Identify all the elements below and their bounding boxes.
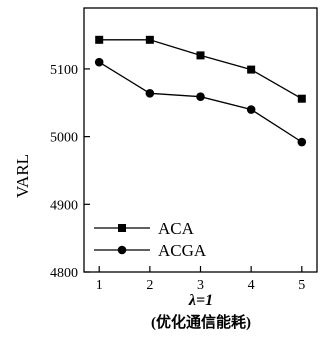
data-point-aca: [95, 35, 104, 44]
data-point-acga: [94, 57, 104, 67]
data-point-aca: [145, 35, 154, 44]
data-point-aca: [247, 65, 256, 74]
x-axis-ticks: 1 2 3 4 5: [96, 266, 305, 293]
x-tick-label: 4: [248, 278, 255, 293]
series-layer: [94, 35, 307, 147]
legend-marker-aca: [118, 224, 126, 232]
data-point-aca: [297, 94, 306, 103]
plot-frame: [83, 7, 318, 273]
data-point-acga: [145, 88, 155, 98]
legend-label-aca: ACA: [158, 219, 195, 238]
y-tick-label: 4900: [50, 198, 78, 213]
legend-marker-acga: [117, 245, 127, 255]
x-axis-sublabel: (优化通信能耗): [151, 313, 251, 331]
y-axis-label: VARL: [13, 154, 32, 198]
legend: ACA ACGA: [94, 219, 207, 260]
x-tick-label: 5: [298, 278, 305, 293]
data-point-acga: [246, 105, 256, 114]
y-tick-label: 5100: [50, 63, 78, 78]
x-tick-label: 2: [146, 278, 153, 293]
legend-label-acga: ACGA: [158, 241, 207, 260]
series-line-acga: [98, 61, 303, 143]
series-line-aca: [99, 39, 303, 100]
x-tick-label: 1: [96, 278, 103, 293]
y-tick-label: 5000: [50, 131, 78, 146]
y-axis-ticks: 4800 4900 5000 5100: [50, 63, 90, 281]
data-point-aca: [196, 51, 205, 60]
data-point-acga: [297, 137, 307, 147]
x-axis-label: λ=1: [188, 292, 213, 309]
x-tick-label: 3: [197, 278, 204, 293]
y-tick-label: 4800: [50, 266, 78, 281]
data-point-acga: [196, 92, 205, 101]
